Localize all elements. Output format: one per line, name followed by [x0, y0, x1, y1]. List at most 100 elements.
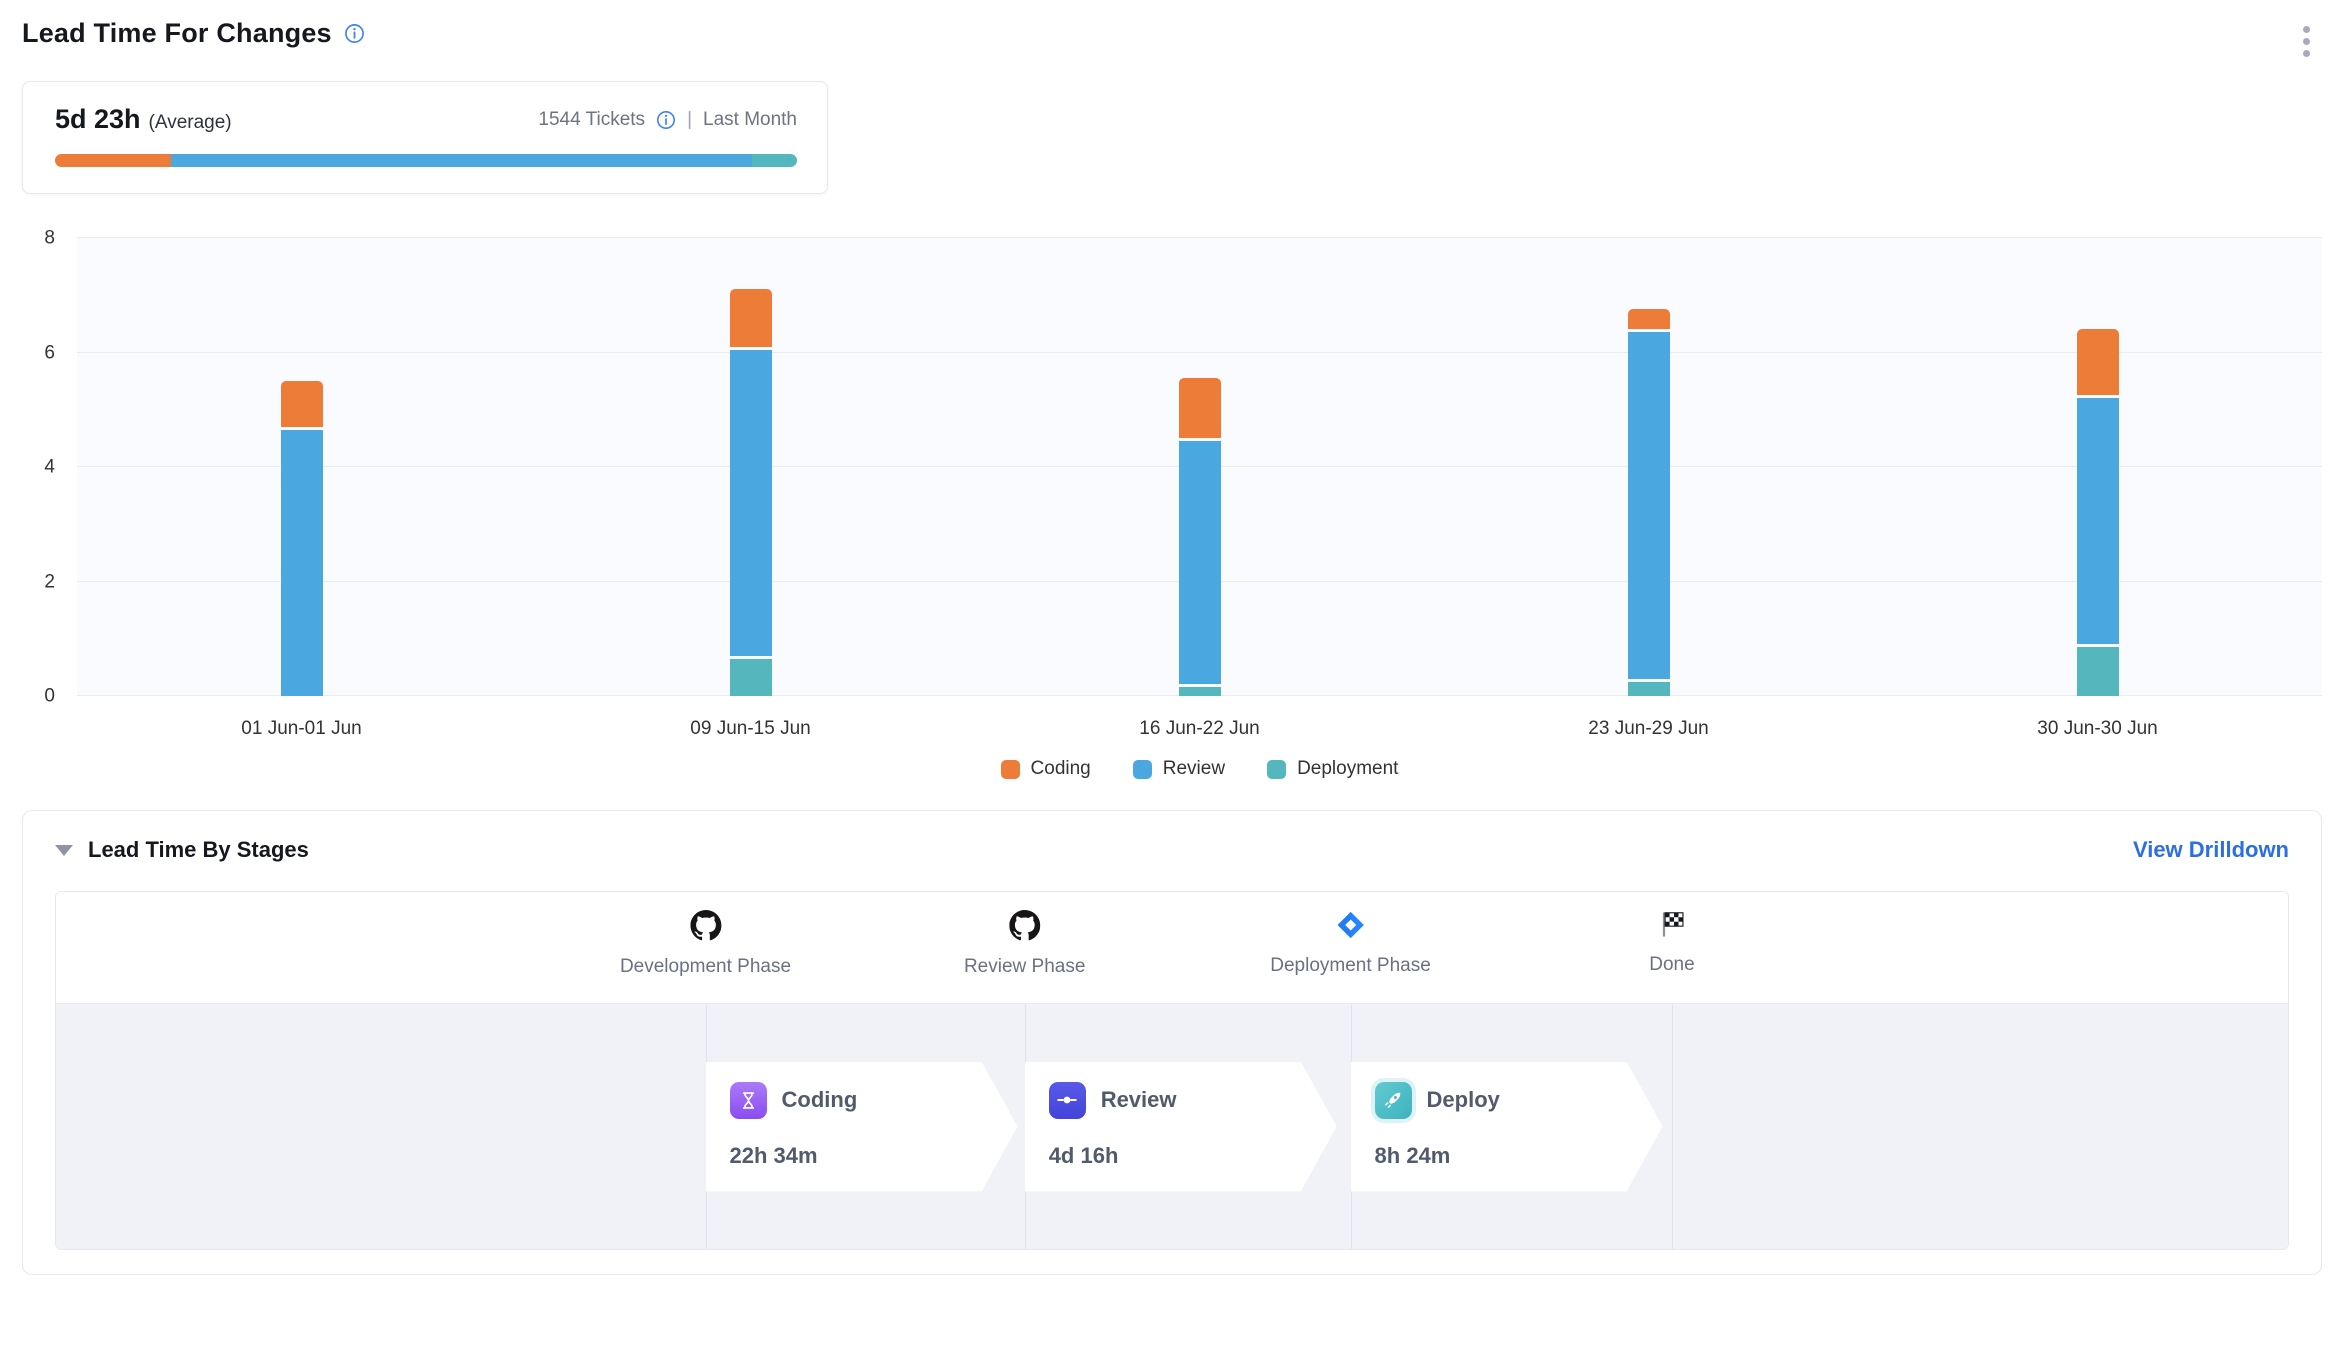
bar-segment-review[interactable]: [1628, 332, 1670, 678]
lead-time-chart: 02468 01 Jun-01 Jun09 Jun-15 Jun16 Jun-2…: [22, 238, 2322, 780]
bar-segment-review[interactable]: [2077, 398, 2119, 644]
period-label: Last Month: [703, 109, 797, 131]
stage-body: Coding 22h 34m Review: [56, 1004, 2288, 1249]
phase-deployment: Deployment Phase: [1270, 910, 1431, 977]
stage-divider: [1672, 1004, 1673, 1249]
github-icon: [690, 910, 721, 941]
page-title: Lead Time For Changes: [22, 18, 332, 49]
bar-segment-review[interactable]: [730, 350, 772, 656]
stage-box: Development Phase Review Phase Deploymen…: [55, 891, 2289, 1250]
phase-development: Development Phase: [620, 910, 791, 978]
stage-distribution-bar: [55, 154, 797, 167]
phase-label: Deployment Phase: [1270, 955, 1431, 977]
legend-label: Deployment: [1297, 758, 1398, 780]
stacked-bar[interactable]: [1179, 238, 1221, 696]
phase-label: Review Phase: [964, 956, 1085, 978]
x-tick-label: 01 Jun-01 Jun: [77, 718, 526, 740]
x-tick-label: 30 Jun-30 Jun: [1873, 718, 2322, 740]
y-tick-label: 8: [44, 229, 55, 248]
phase-header: Development Phase Review Phase Deploymen…: [56, 892, 2288, 1004]
legend-swatch: [1133, 760, 1152, 779]
bar-segment-coding[interactable]: [281, 381, 323, 427]
y-tick-label: 4: [44, 458, 55, 477]
github-icon: [1009, 910, 1040, 941]
stacked-bar[interactable]: [2077, 238, 2119, 696]
stacked-bar[interactable]: [281, 238, 323, 696]
stage-title: Coding: [782, 1087, 858, 1113]
stages-header: Lead Time By Stages View Drilldown: [55, 837, 2289, 863]
y-tick-label: 2: [44, 572, 55, 591]
tickets-count: 1544 Tickets: [538, 109, 645, 131]
stacked-bar[interactable]: [730, 238, 772, 696]
lead-time-by-stages-panel: Lead Time By Stages View Drilldown Devel…: [22, 810, 2322, 1275]
stage-card-deploy[interactable]: Deploy 8h 24m: [1351, 1062, 1663, 1192]
phase-label: Done: [1649, 954, 1694, 976]
stage-value: 4d 16h: [1049, 1143, 1337, 1169]
stages-title: Lead Time By Stages: [88, 837, 309, 863]
distribution-segment-review: [171, 154, 753, 167]
lead-time-dashboard: Lead Time For Changes 5d 23h (Average) 1…: [0, 0, 2344, 1352]
hourglass-icon: [730, 1082, 767, 1119]
legend-item-review[interactable]: Review: [1133, 758, 1225, 780]
y-axis: 02468: [22, 238, 77, 696]
info-icon[interactable]: [656, 110, 676, 130]
stage-card-coding[interactable]: Coding 22h 34m: [706, 1062, 1018, 1192]
plot-area: [77, 238, 2322, 696]
distribution-segment-coding: [55, 154, 171, 167]
chart-grid: 02468: [22, 238, 2322, 696]
git-commit-icon: [1049, 1082, 1086, 1119]
bar-segment-coding[interactable]: [2077, 329, 2119, 395]
summary-top: 5d 23h (Average) 1544 Tickets | Last Mon…: [55, 104, 797, 135]
title-wrap: Lead Time For Changes: [22, 18, 365, 49]
bar-segment-coding[interactable]: [730, 289, 772, 346]
legend-item-deployment[interactable]: Deployment: [1267, 758, 1398, 780]
legend-swatch: [1001, 760, 1020, 779]
y-tick-label: 6: [44, 343, 55, 362]
stage-card-header: Deploy: [1375, 1082, 1663, 1119]
bar-segment-deployment[interactable]: [730, 659, 772, 696]
triangle-down-icon[interactable]: [55, 845, 73, 856]
legend-label: Review: [1163, 758, 1225, 780]
meta-divider: |: [687, 109, 692, 131]
bar-segment-review[interactable]: [1179, 441, 1221, 684]
stages-collapse-toggle[interactable]: Lead Time By Stages: [55, 837, 309, 863]
bar-segment-review[interactable]: [281, 430, 323, 696]
x-tick-label: 16 Jun-22 Jun: [975, 718, 1424, 740]
info-icon[interactable]: [344, 23, 365, 44]
stage-value: 22h 34m: [730, 1143, 1018, 1169]
legend-swatch: [1267, 760, 1286, 779]
x-tick-label: 23 Jun-29 Jun: [1424, 718, 1873, 740]
stage-card-header: Coding: [730, 1082, 1018, 1119]
stage-value: 8h 24m: [1375, 1143, 1663, 1169]
bar-segment-deployment[interactable]: [2077, 647, 2119, 696]
legend-item-coding[interactable]: Coding: [1001, 758, 1091, 780]
bar-segment-coding[interactable]: [1628, 309, 1670, 329]
bar-column: [975, 238, 1424, 696]
stage-title: Review: [1101, 1087, 1177, 1113]
jira-icon: [1336, 910, 1366, 940]
bar-segment-deployment[interactable]: [1179, 687, 1221, 696]
view-drilldown-link[interactable]: View Drilldown: [2133, 837, 2289, 863]
bar-segment-deployment[interactable]: [1628, 682, 1670, 696]
distribution-segment-deployment: [752, 154, 797, 167]
bar-column: [1873, 238, 2322, 696]
stage-card-header: Review: [1049, 1082, 1337, 1119]
y-tick-label: 0: [44, 687, 55, 706]
checkered-flag-icon: [1658, 910, 1685, 939]
phase-review: Review Phase: [964, 910, 1085, 978]
x-tick-label: 09 Jun-15 Jun: [526, 718, 975, 740]
header: Lead Time For Changes: [22, 18, 2322, 65]
kebab-menu-icon[interactable]: [2291, 18, 2322, 65]
chart-legend: Coding Review Deployment: [77, 758, 2322, 780]
average-value: 5d 23h: [55, 104, 141, 135]
summary-card: 5d 23h (Average) 1544 Tickets | Last Mon…: [22, 81, 828, 194]
bar-column: [526, 238, 975, 696]
rocket-icon: [1375, 1082, 1412, 1119]
legend-label: Coding: [1031, 758, 1091, 780]
bar-segment-coding[interactable]: [1179, 378, 1221, 438]
stacked-bar[interactable]: [1628, 238, 1670, 696]
average-suffix: (Average): [149, 112, 232, 134]
stage-card-review[interactable]: Review 4d 16h: [1025, 1062, 1337, 1192]
stage-title: Deploy: [1427, 1087, 1500, 1113]
summary-average: 5d 23h (Average): [55, 104, 232, 135]
